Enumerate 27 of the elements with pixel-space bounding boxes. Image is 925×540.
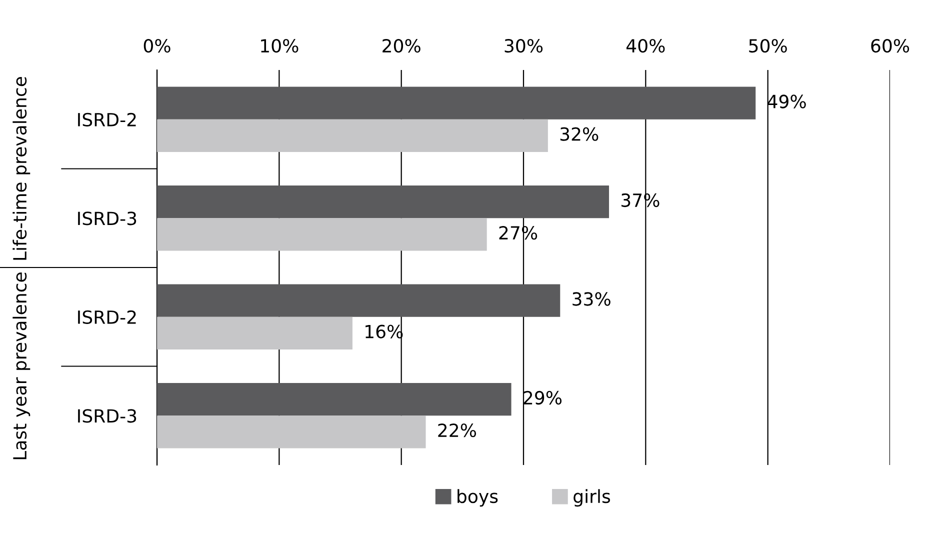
bar xyxy=(157,86,756,120)
y-tick-label: ISRD-3 xyxy=(78,409,136,423)
x-tick-label: 30% xyxy=(504,38,543,53)
data-label: 29% xyxy=(524,390,562,405)
y-tick-label: ISRD-2 xyxy=(78,112,136,126)
x-tick-label: 0% xyxy=(144,38,170,53)
bar xyxy=(157,218,487,251)
y-tick-label: ISRD-2 xyxy=(78,310,136,324)
legend-label: girls xyxy=(574,489,610,507)
bar xyxy=(157,316,352,350)
text: Last year prevalence xyxy=(12,272,30,460)
legend-label: boys xyxy=(458,489,498,507)
y-tick-label: ISRD-3 xyxy=(78,212,136,226)
bar xyxy=(157,119,548,152)
x-tick-label: 40% xyxy=(626,38,665,53)
bar xyxy=(157,284,560,317)
data-label: 33% xyxy=(572,292,610,306)
x-tick-label: 20% xyxy=(382,38,420,53)
x-tick-label: 60% xyxy=(871,38,910,53)
text: Life-time prevalence xyxy=(12,76,30,260)
bar xyxy=(157,186,610,218)
data-label: 32% xyxy=(560,127,598,141)
data-label: 22% xyxy=(438,424,476,438)
x-tick-label: 50% xyxy=(749,38,787,53)
bar xyxy=(157,383,512,416)
x-tick-label: 10% xyxy=(261,38,298,53)
bar xyxy=(157,416,426,448)
